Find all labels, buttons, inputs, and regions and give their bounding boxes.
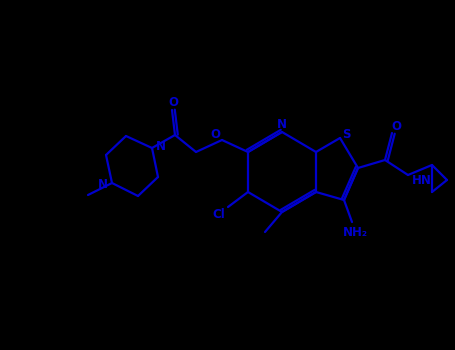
Text: NH₂: NH₂ (343, 225, 368, 238)
Text: O: O (391, 119, 401, 133)
Text: HN: HN (412, 174, 432, 187)
Text: N: N (277, 119, 287, 132)
Text: O: O (210, 128, 220, 141)
Text: N: N (98, 178, 108, 191)
Text: Cl: Cl (212, 208, 225, 220)
Text: O: O (168, 97, 178, 110)
Text: S: S (342, 127, 350, 140)
Text: N: N (156, 140, 166, 153)
